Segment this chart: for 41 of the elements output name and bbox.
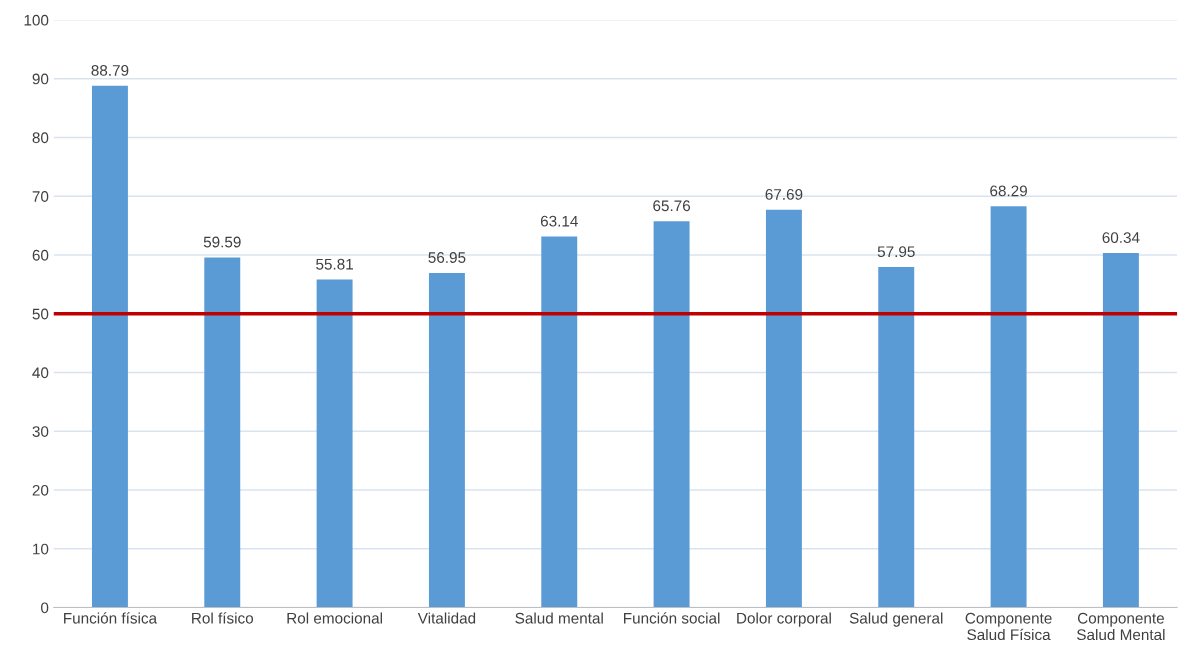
bar	[204, 257, 241, 608]
y-tick-label: 70	[32, 191, 49, 202]
data-label: 65.76	[653, 200, 691, 212]
data-label: 59.59	[203, 236, 241, 248]
data-label: 56.95	[428, 252, 466, 263]
y-tick-label: 40	[32, 367, 49, 379]
y-tick-label: 30	[32, 426, 49, 437]
bar	[653, 221, 690, 608]
bar	[878, 267, 915, 608]
y-tick-label: 20	[32, 484, 49, 496]
data-label: 57.95	[877, 246, 915, 258]
data-label: 88.79	[91, 65, 129, 76]
data-label: 63.14	[540, 215, 578, 227]
y-tick-label: 90	[32, 73, 49, 85]
x-tick-label: Rol emocional	[287, 612, 382, 624]
bar	[316, 279, 353, 608]
bar	[541, 236, 578, 608]
bar	[428, 272, 465, 608]
x-tick-label: Rol físico	[192, 612, 254, 624]
x-tick-label: Componente Salud Física	[965, 612, 1052, 641]
data-label: 60.34	[1102, 232, 1140, 244]
bar	[91, 85, 128, 608]
data-label: 55.81	[316, 258, 353, 270]
x-tick-label: Salud mental	[515, 612, 603, 624]
x-tick-label: Función física	[64, 612, 158, 624]
y-tick-label: 50	[32, 308, 49, 320]
x-tick-label: Salud general	[849, 612, 943, 627]
bar	[765, 209, 802, 608]
x-tick-label: Función social	[624, 612, 720, 624]
y-tick-label: 80	[32, 132, 49, 144]
data-label: 67.69	[765, 189, 803, 200]
data-label: 68.29	[990, 185, 1027, 197]
x-tick-label: Dolor corporal	[737, 612, 831, 627]
y-tick-label: 0	[41, 602, 49, 614]
x-tick-label: Vitalidad	[417, 612, 476, 624]
y-tick-label: 60	[32, 249, 49, 261]
x-tick-label: Componente Salud Mental	[1077, 612, 1165, 641]
bar	[1102, 252, 1139, 608]
y-tick-label: 100	[24, 14, 49, 26]
bar	[990, 206, 1027, 608]
y-tick-label: 10	[33, 543, 49, 555]
